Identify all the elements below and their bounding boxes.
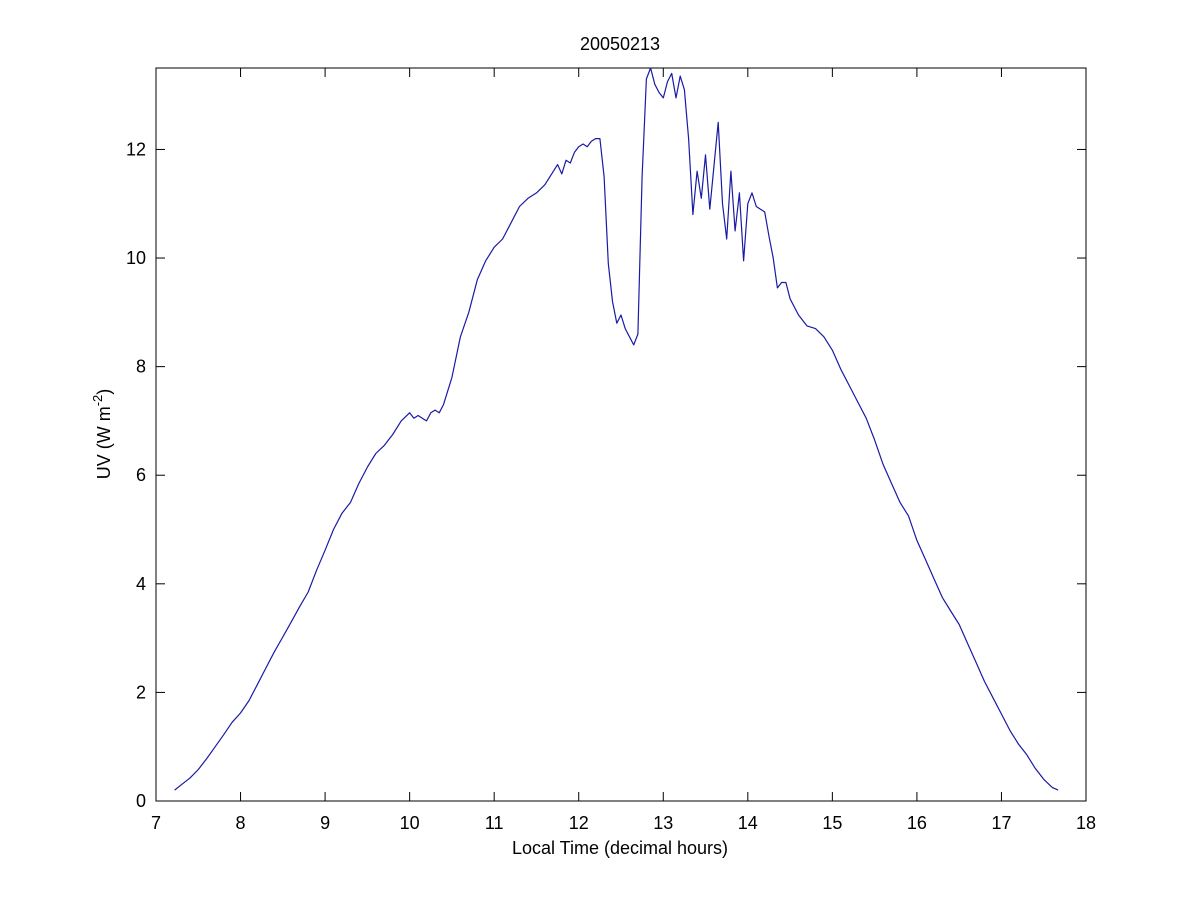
y-tick-label: 6 [136, 465, 146, 485]
y-axis-label-base: UV (W m [94, 406, 114, 479]
x-tick-label: 8 [236, 813, 246, 833]
y-tick-label: 8 [136, 357, 146, 377]
y-tick-label: 12 [126, 139, 146, 159]
plot-area-frame [155, 67, 1087, 802]
y-tick-label: 0 [136, 791, 146, 811]
y-tick-label: 4 [136, 574, 146, 594]
x-tick-label: 16 [907, 813, 927, 833]
uv-series-line [174, 67, 1059, 791]
y-axis-label-sup: -2 [90, 395, 105, 407]
x-tick-label: 15 [822, 813, 842, 833]
x-tick-label: 9 [320, 813, 330, 833]
x-tick-label: 13 [653, 813, 673, 833]
x-axis-label: Local Time (decimal hours) [512, 838, 728, 858]
chart-title: 20050213 [580, 34, 660, 54]
y-tick-label: 10 [126, 248, 146, 268]
x-tick-label: 10 [400, 813, 420, 833]
y-axis-label: UV (W m-2) [90, 389, 114, 480]
y-axis-label-close: ) [94, 389, 114, 395]
x-tick-label: 17 [991, 813, 1011, 833]
plot-layer: 7 8 9 10 11 12 13 14 15 16 17 18 0 2 4 6 8 10 12 [126, 67, 1096, 833]
x-tick-label: 7 [151, 813, 161, 833]
x-tick-label: 12 [569, 813, 589, 833]
x-tick-label: 18 [1076, 813, 1096, 833]
x-tick-label: 14 [738, 813, 758, 833]
y-tick-label: 2 [136, 682, 146, 702]
x-tick-label: 11 [485, 813, 504, 833]
